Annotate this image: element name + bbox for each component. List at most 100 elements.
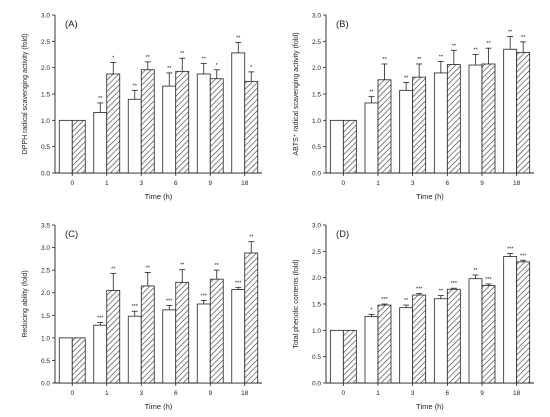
bar <box>468 64 483 174</box>
chart-panel-2: 0.0 0.5 1.0 1.5 2.0 2.5 3.0 ABTS⁺ radical scave… <box>293 13 534 201</box>
significance-label: ** <box>111 266 116 272</box>
bar <box>231 289 246 384</box>
significance-label: ** <box>98 96 103 102</box>
bar <box>196 303 211 384</box>
significance-label: ** <box>236 35 241 41</box>
x-tick-label: 0 <box>342 180 346 187</box>
significance-label: ** <box>369 90 374 96</box>
y-axis-label: Reducing ability (fold) <box>22 270 29 337</box>
x-tick-label: 9 <box>208 180 212 187</box>
x-tick-label: 1 <box>376 180 380 187</box>
bar <box>364 316 379 384</box>
significance-label: ** <box>180 263 185 269</box>
y-tick-label: 1.5 <box>312 302 321 309</box>
significance-label: *** <box>97 316 104 322</box>
panel-label: (A) <box>65 19 78 30</box>
bar <box>446 288 461 384</box>
significance-label: * <box>112 55 115 61</box>
y-axis-label: ABTS⁺ radical scavenging activity (fold) <box>293 32 300 155</box>
y-tick-label: 2.5 <box>312 249 321 256</box>
significance-label: ** <box>417 57 422 63</box>
bar <box>175 281 190 384</box>
chart-panel-4: 0.0 0.5 1.0 1.5 2.0 2.5 3.0 Total phenolic cont… <box>293 223 534 411</box>
y-tick-label: 0.5 <box>41 144 50 151</box>
bar <box>412 294 427 384</box>
significance-label: * <box>370 308 373 314</box>
x-tick-label: 18 <box>241 390 249 397</box>
x-axis-label: Time (h) <box>416 192 444 201</box>
bar <box>468 278 483 384</box>
bar <box>364 102 379 174</box>
bar <box>162 85 177 174</box>
bar <box>399 89 414 174</box>
y-tick-label: 2.0 <box>41 65 50 72</box>
x-tick-label: 6 <box>174 180 178 187</box>
bar <box>244 252 259 384</box>
x-tick-label: 6 <box>174 390 178 397</box>
bar <box>433 298 448 384</box>
y-tick-label: 3.0 <box>41 13 50 20</box>
significance-label: ** <box>382 57 387 63</box>
bar <box>106 290 121 384</box>
bar <box>481 63 496 174</box>
bar <box>244 80 259 174</box>
significance-label: *** <box>451 281 458 287</box>
y-tick-label: 0.0 <box>41 381 50 388</box>
y-tick-label: 1.0 <box>312 118 321 125</box>
significance-label: *** <box>485 277 492 283</box>
y-tick-label: 2.0 <box>312 275 321 282</box>
bar <box>377 304 392 384</box>
bar <box>58 119 73 174</box>
x-axis-label: Time (h) <box>145 192 173 201</box>
panel-label: (C) <box>65 229 78 240</box>
y-tick-label: 3.0 <box>312 13 321 20</box>
bar <box>127 315 142 384</box>
x-tick-label: 18 <box>513 390 521 397</box>
x-tick-label: 0 <box>342 390 346 397</box>
x-tick-label: 1 <box>376 390 380 397</box>
significance-label: ** <box>249 235 254 241</box>
significance-label: ** <box>146 55 151 61</box>
x-tick-label: 3 <box>411 390 415 397</box>
bar <box>93 112 108 174</box>
x-tick-label: 6 <box>446 390 450 397</box>
x-tick-label: 3 <box>411 180 415 187</box>
bar <box>412 76 427 174</box>
x-tick-label: 9 <box>208 390 212 397</box>
y-tick-label: 1.5 <box>312 92 321 99</box>
bar <box>196 73 211 174</box>
x-tick-label: 9 <box>480 180 484 187</box>
bar <box>71 119 86 174</box>
bar <box>342 329 357 384</box>
significance-label: ** <box>146 265 151 271</box>
bar <box>329 329 344 384</box>
bar <box>58 337 73 384</box>
bar <box>377 79 392 174</box>
y-tick-label: 1.0 <box>41 118 50 125</box>
bar <box>342 119 357 174</box>
significance-label: *** <box>507 246 514 252</box>
y-tick-label: 3.0 <box>41 245 50 252</box>
bar <box>481 285 496 384</box>
x-tick-label: 3 <box>139 180 143 187</box>
bar <box>433 72 448 174</box>
y-tick-label: 0.5 <box>312 354 321 361</box>
bar <box>446 64 461 174</box>
bar <box>209 78 224 174</box>
y-tick-label: 0.5 <box>41 358 50 365</box>
significance-label: ** <box>439 54 444 60</box>
y-tick-label: 1.5 <box>41 92 50 99</box>
bar <box>175 70 190 174</box>
y-tick-label: 1.0 <box>312 328 321 335</box>
x-axis-label: Time (h) <box>416 402 444 411</box>
bar <box>71 337 86 384</box>
x-tick-label: 3 <box>139 390 143 397</box>
significance-label: *** <box>235 280 242 286</box>
bar <box>329 119 344 174</box>
y-tick-label: 2.5 <box>41 268 50 275</box>
significance-label: ** <box>404 298 409 304</box>
bar <box>140 69 155 174</box>
bar <box>231 52 246 174</box>
x-tick-label: 0 <box>70 390 74 397</box>
y-tick-label: 3.0 <box>312 223 321 230</box>
